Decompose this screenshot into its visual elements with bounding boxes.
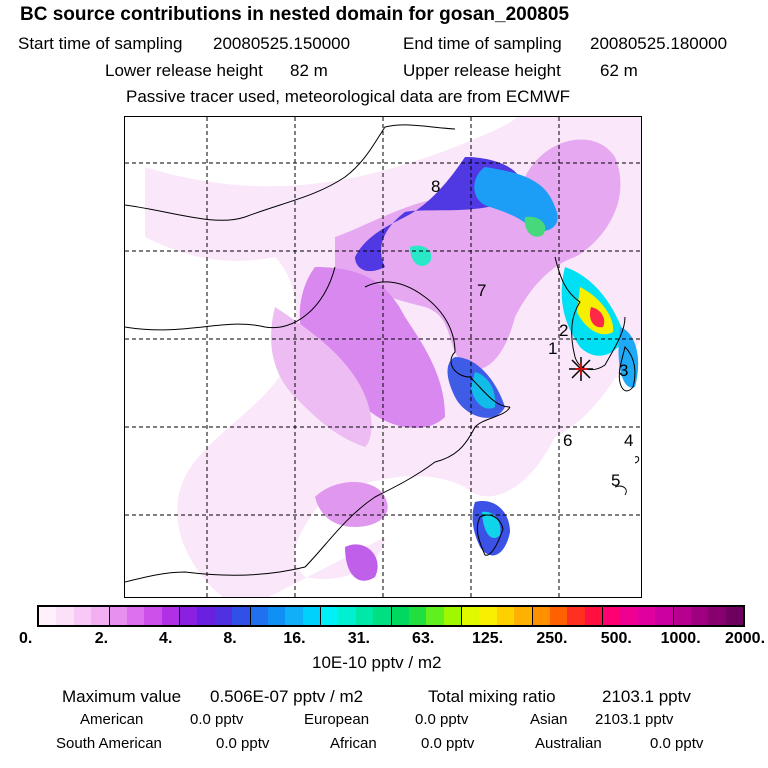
color-scale-segment: [321, 607, 339, 625]
color-scale-segment: [532, 607, 550, 625]
color-scale-segment: [197, 607, 215, 625]
region-label-8: 8: [431, 177, 441, 196]
color-scale-tick-label: 500.: [600, 630, 632, 647]
color-scale-segment: [144, 607, 162, 625]
color-scale-segment: [91, 607, 110, 625]
color-scale-segment: [725, 607, 743, 625]
upper-release-value: 62 m: [600, 61, 638, 80]
color-scale-tick-label: 0.: [19, 630, 33, 647]
color-scale-segment: [637, 607, 656, 625]
color-scale-tick-label: 125.: [471, 630, 504, 647]
color-scale-tick-label: 1000.: [660, 630, 701, 647]
end-time-value: 20080525.180000: [590, 34, 728, 53]
color-scale-segment: [708, 607, 726, 625]
region-label-6: 6: [563, 431, 573, 450]
color-scale-segment: [338, 607, 356, 625]
color-scale-segment: [232, 607, 251, 625]
color-scale-segment: [655, 607, 674, 625]
max-value: 0.506E-07 pptv / m2: [210, 687, 364, 706]
region-label-3: 3: [619, 361, 629, 380]
color-scale-bar: [37, 605, 745, 627]
color-scale-segment: [285, 607, 303, 625]
source-contribution-map: 8 7 2 1 3 6 4 5: [124, 116, 642, 598]
african-value: 0.0 pptv: [421, 735, 475, 752]
color-scale-tick-label: 8.: [223, 630, 237, 647]
total-mixing-label: Total mixing ratio: [428, 687, 556, 706]
european-label: European: [304, 711, 370, 728]
color-scale-segment: [355, 607, 374, 625]
color-scale-tick-label: 2.: [94, 630, 109, 647]
south-american-value: 0.0 pptv: [216, 735, 270, 752]
max-value-label: Maximum value: [62, 687, 182, 706]
region-label-5: 5: [611, 471, 621, 490]
australian-label: Australian: [535, 735, 602, 752]
lower-release-value: 82 m: [290, 61, 328, 80]
total-mixing-value: 2103.1 pptv: [602, 687, 691, 706]
color-scale-segment: [302, 607, 321, 625]
graticule: [125, 117, 641, 597]
star-marker-icon: [569, 357, 593, 381]
color-scale-segment: [567, 607, 585, 625]
color-scale-segment: [462, 607, 480, 625]
color-scale-tick-label: 16.: [283, 630, 306, 647]
figure-title: BC source contributions in nested domain…: [20, 4, 570, 25]
color-scale-segment: [690, 607, 709, 625]
map-canvas: [125, 117, 641, 597]
end-time-label: End time of sampling: [403, 34, 562, 53]
color-scale-tick-label: 4.: [159, 630, 173, 647]
african-label: African: [330, 735, 377, 752]
american-value: 0.0 pptv: [190, 711, 244, 728]
color-scale-segment: [109, 607, 127, 625]
region-label-4: 4: [624, 431, 634, 450]
australian-value: 0.0 pptv: [650, 735, 704, 752]
color-scale-segment: [496, 607, 515, 625]
start-time-label: Start time of sampling: [18, 34, 183, 53]
color-scale-segment: [180, 607, 198, 625]
color-scale-unit: 10E-10 pptv / m2: [312, 653, 442, 672]
color-scale-segment: [56, 607, 74, 625]
region-label-2: 2: [559, 321, 569, 340]
color-scale-segment: [391, 607, 409, 625]
color-scale-segment: [514, 607, 533, 625]
tracer-note: Passive tracer used, meteorological data…: [126, 87, 571, 106]
region-label-7: 7: [477, 281, 487, 300]
color-scale-segment: [479, 607, 497, 625]
start-time-value: 20080525.150000: [213, 34, 351, 53]
american-label: American: [80, 711, 144, 728]
asian-label: Asian: [530, 711, 568, 728]
color-scale-tick-label: 31.: [347, 630, 370, 647]
color-scale-segment: [603, 607, 621, 625]
coastlines: [125, 124, 640, 583]
south-american-label: South American: [56, 735, 162, 752]
asian-value: 2103.1 pptv: [595, 711, 674, 728]
lower-release-label: Lower release height: [105, 61, 263, 80]
color-scale-segment: [549, 607, 568, 625]
color-scale-segment: [214, 607, 233, 625]
color-scale-tick-label: 63.: [412, 630, 435, 647]
color-scale-tick-label: 250.: [536, 630, 568, 647]
color-scale-segment: [161, 607, 180, 625]
concentration-field: [145, 117, 641, 597]
color-scale-segment: [73, 607, 92, 625]
color-scale-segment: [426, 607, 444, 625]
color-scale-segment: [267, 607, 286, 625]
color-scale-segment: [673, 607, 691, 625]
color-scale-segment: [620, 607, 638, 625]
color-scale-segment: [373, 607, 392, 625]
color-scale-segment: [250, 607, 268, 625]
color-scale-segment: [39, 607, 57, 625]
color-scale-segment: [584, 607, 603, 625]
color-scale-tick-label: 2000.: [724, 630, 766, 647]
color-scale-segment: [126, 607, 145, 625]
color-scale-segment: [408, 607, 427, 625]
european-value: 0.0 pptv: [415, 711, 469, 728]
region-label-1: 1: [548, 339, 558, 358]
color-scale-segment: [443, 607, 462, 625]
upper-release-label: Upper release height: [403, 61, 561, 80]
